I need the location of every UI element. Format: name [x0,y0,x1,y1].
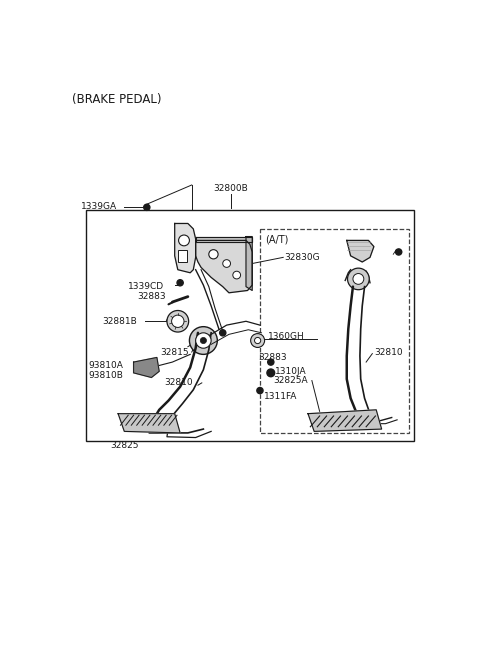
Text: 93810A: 93810A [89,361,123,370]
Circle shape [200,337,206,344]
Circle shape [220,330,226,336]
Text: 32881B: 32881B [103,317,137,326]
Circle shape [268,359,274,365]
Text: 32883: 32883 [258,353,287,362]
Circle shape [251,334,264,348]
Text: 32810: 32810 [375,348,403,357]
Circle shape [353,274,364,284]
Text: 32830G: 32830G [285,253,320,262]
Circle shape [177,279,183,286]
Text: 32883: 32883 [137,292,166,301]
Polygon shape [196,237,252,242]
Circle shape [254,337,261,344]
Circle shape [179,235,190,246]
Text: 1310JA: 1310JA [276,367,307,376]
Circle shape [267,369,275,377]
Text: 1339GA: 1339GA [81,202,117,211]
Polygon shape [347,240,374,262]
Polygon shape [175,224,196,273]
Circle shape [348,268,369,290]
Circle shape [190,327,217,354]
Text: 1360GH: 1360GH [268,332,304,341]
Circle shape [196,333,211,348]
Text: 1311FA: 1311FA [264,392,297,401]
Text: (BRAKE PEDAL): (BRAKE PEDAL) [72,92,161,106]
Bar [178,250,187,262]
Circle shape [223,260,230,268]
Circle shape [257,388,263,394]
Circle shape [396,249,402,255]
Text: 32825A: 32825A [273,376,308,385]
Text: (A/T): (A/T) [265,234,289,244]
Circle shape [209,250,218,259]
Polygon shape [196,240,252,293]
Text: 32815: 32815 [161,348,190,357]
Polygon shape [118,414,180,433]
Polygon shape [133,358,159,377]
Circle shape [144,204,150,211]
Bar [260,229,409,433]
Text: 32810: 32810 [165,379,193,388]
Text: 32800B: 32800B [213,184,248,193]
Circle shape [172,315,184,327]
Bar [85,210,414,441]
Circle shape [233,271,240,279]
Text: 32825: 32825 [110,441,139,449]
Text: 1339CD: 1339CD [128,282,164,291]
Polygon shape [246,237,252,291]
Circle shape [167,310,189,332]
Text: 93810B: 93810B [89,371,123,380]
Polygon shape [308,410,382,432]
